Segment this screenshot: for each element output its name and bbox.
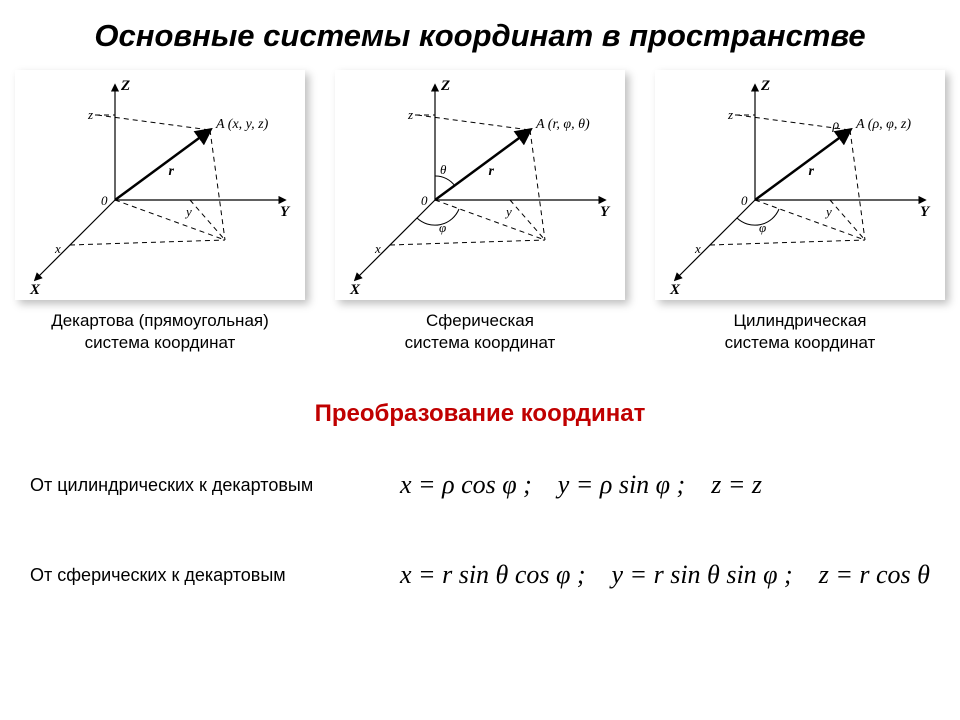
caption-cartesian: Декартова (прямоугольная)система координ… — [10, 310, 310, 354]
svg-text:r: r — [489, 164, 495, 179]
svg-text:0: 0 — [741, 193, 748, 208]
svg-text:A (ρ, φ, z): A (ρ, φ, z) — [855, 117, 911, 132]
svg-text:r: r — [809, 164, 815, 179]
caption-spherical: Сферическаясистема координат — [330, 310, 630, 354]
diagram-cylindrical: Z Y Xz y x 0 ρ r φ A (ρ, φ, z) — [655, 70, 945, 300]
svg-text:Y: Y — [920, 204, 931, 220]
svg-text:x: x — [374, 241, 381, 256]
svg-text:Y: Y — [280, 204, 291, 220]
svg-text:X: X — [669, 282, 681, 298]
svg-text:φ: φ — [439, 220, 446, 235]
diagram-cartesian: Z Y Xz y x 0 r A (x, y, z) — [15, 70, 305, 300]
panel-cartesian: Z Y Xz y x 0 r A (x, y, z) Декартова (прямоугол… — [10, 70, 310, 354]
subheading: Преобразование координат — [0, 400, 960, 428]
conversion-cyl: От цилиндрических к декартовым x = ρ cos… — [30, 470, 940, 500]
svg-text:Y: Y — [600, 204, 611, 220]
svg-text:A (x, y, z): A (x, y, z) — [215, 117, 269, 132]
svg-text:θ: θ — [440, 162, 447, 177]
svg-text:Z: Z — [760, 78, 770, 94]
caption-cylindrical: Цилиндрическаясистема координат — [650, 310, 950, 354]
svg-text:0: 0 — [421, 193, 428, 208]
conv-sph-label: От сферических к декартовым — [30, 565, 400, 586]
svg-text:z: z — [727, 107, 733, 122]
svg-text:φ: φ — [759, 220, 766, 235]
svg-text:y: y — [504, 204, 512, 219]
slide-title: Основные системы координат в пространств… — [0, 18, 960, 54]
svg-text:y: y — [184, 204, 192, 219]
svg-text:x: x — [694, 241, 701, 256]
diagram-row: Z Y Xz y x 0 r A (x, y, z) Декартова (прямоугол… — [10, 70, 950, 354]
svg-text:x: x — [54, 241, 61, 256]
conv-cyl-label: От цилиндрических к декартовым — [30, 475, 400, 496]
conv-cyl-formula: x = ρ cos φ ; y = ρ sin φ ; z = z — [400, 470, 762, 500]
svg-text:A (r, φ, θ): A (r, φ, θ) — [535, 117, 590, 132]
svg-text:Z: Z — [120, 78, 130, 94]
diagram-spherical: Z Y Xz y x 0 r θ φ A (r, φ, θ) — [335, 70, 625, 300]
svg-text:z: z — [407, 107, 413, 122]
panel-cylindrical: Z Y Xz y x 0 ρ r φ A (ρ, φ, z) Цилиндрическаясист… — [650, 70, 950, 354]
conversion-sph: От сферических к декартовым x = r sin θ … — [30, 560, 940, 590]
svg-text:ρ: ρ — [832, 118, 840, 133]
conv-sph-formula: x = r sin θ cos φ ; y = r sin θ sin φ ; … — [400, 560, 930, 590]
svg-text:z: z — [87, 107, 93, 122]
svg-text:Z: Z — [440, 78, 450, 94]
svg-text:X: X — [349, 282, 361, 298]
svg-text:X: X — [29, 282, 41, 298]
svg-text:y: y — [824, 204, 832, 219]
svg-text:r: r — [169, 164, 175, 179]
svg-text:0: 0 — [101, 193, 108, 208]
panel-spherical: Z Y Xz y x 0 r θ φ A (r, φ, θ) Сферическаясистема… — [330, 70, 630, 354]
